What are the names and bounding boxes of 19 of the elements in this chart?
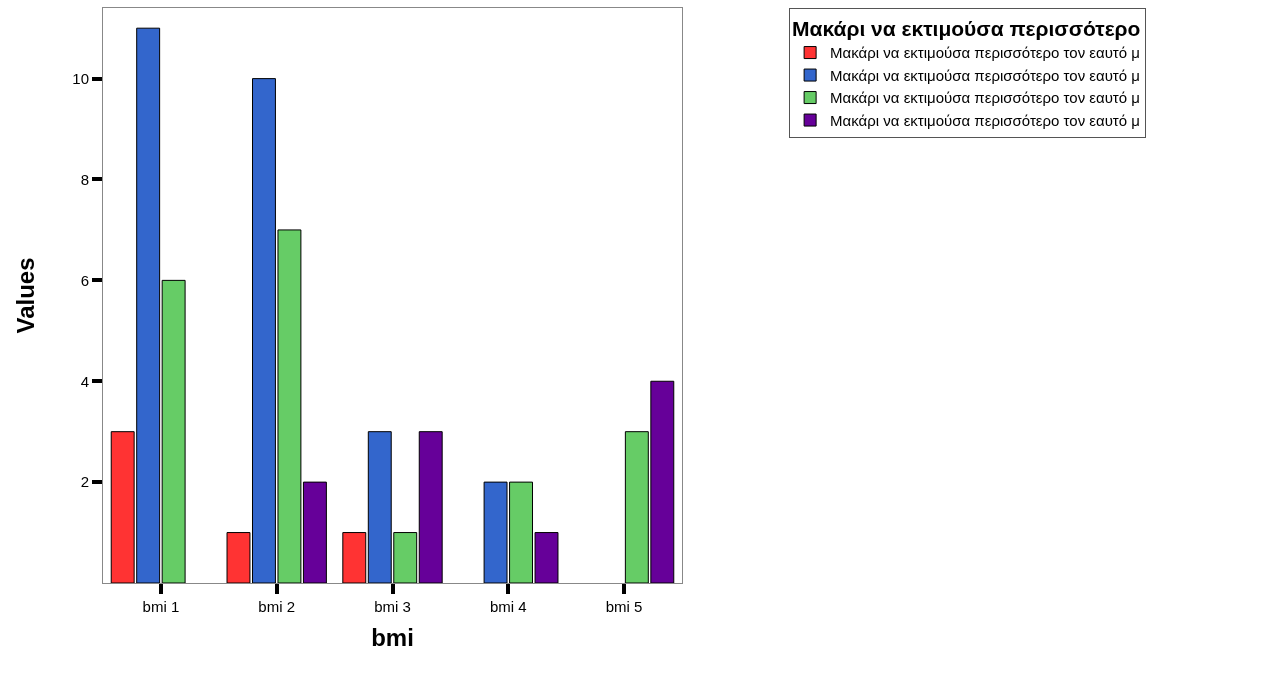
x-axis-title: bmi — [371, 624, 414, 652]
x-tick-label: bmi 1 — [142, 598, 180, 615]
legend-label: Μακάρι να εκτιμούσα περισσότερο τον εαυτό μ — [830, 44, 1140, 62]
y-tick-label: 6 — [80, 271, 89, 289]
y-tick-label: 10 — [72, 69, 89, 87]
bar — [342, 532, 367, 583]
legend-title: Μακάρι να εκτιμούσα περισσότερο — [792, 17, 1141, 41]
legend-label: Μακάρι να εκτιμούσα περισσότερο τον εαυτό μ — [830, 66, 1140, 84]
x-tick-label: bmi 3 — [374, 598, 411, 615]
y-tick-label: 8 — [80, 170, 89, 188]
x-tick-label: bmi 4 — [489, 598, 527, 615]
bar — [418, 431, 443, 583]
y-tick-label: 4 — [80, 372, 89, 390]
y-axis-title: Values — [12, 257, 40, 334]
legend-label: Μακάρι να εκτιμούσα περισσότερο τον εαυτό μ — [830, 111, 1140, 129]
legend-label: Μακάρι να εκτιμούσα περισσότερο τον εαυτό μ — [830, 89, 1140, 107]
y-tick-label: 2 — [80, 473, 89, 491]
x-tick-label: bmi 2 — [258, 598, 296, 615]
x-tick-label: bmi 5 — [605, 598, 643, 615]
